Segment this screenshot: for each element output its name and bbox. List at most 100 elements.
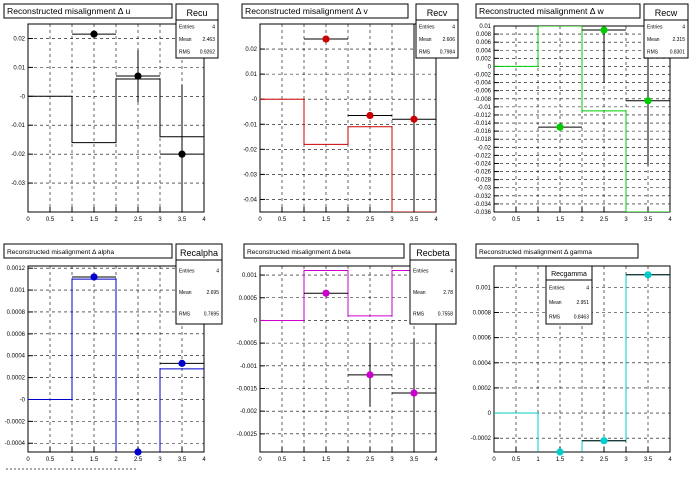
y-tick-label: -0.01: [477, 105, 491, 111]
stats-label: Mean: [647, 37, 660, 43]
stats-name: Recu: [186, 8, 207, 18]
stats-label: Entries: [419, 24, 435, 30]
y-tick-label: -0: [20, 94, 26, 100]
stats-name: Recbeta: [416, 248, 450, 258]
chart-pane-5: 0 0.5 1 1.5 2 2.5 3 3.5 4 0.001 0.0005 0 -0.0005 -0.0…: [237, 243, 457, 463]
stats-value: 0.8301: [670, 50, 686, 56]
stats-name: Recalpha: [180, 248, 218, 258]
chart-title: Reconstructed misalignment Δ w: [479, 6, 604, 16]
data-points: [538, 26, 670, 166]
x-tick-label: 2: [114, 457, 118, 463]
y-tick-label: 0.001: [242, 273, 258, 279]
y-tick-label: 0.006: [476, 40, 492, 46]
y-tick-label: 0.02: [13, 36, 25, 42]
x-tick-label: 3: [158, 457, 162, 463]
data-points: [72, 30, 204, 212]
stats-frame: [175, 3, 219, 59]
data-point: [556, 123, 564, 131]
data-points: [304, 24, 436, 212]
y-tick-label: -0.03: [243, 172, 257, 178]
stats-value: 4: [216, 269, 219, 275]
y-tick-label: -0.0005: [237, 341, 258, 347]
x-tick-label: 3: [624, 217, 628, 223]
stats-frame: [545, 265, 593, 325]
stats-value: 4: [212, 24, 215, 30]
x-tick-label: 0.5: [46, 457, 55, 463]
x-tick-label: 3.5: [178, 457, 187, 463]
y-tick-label: -0.02: [477, 145, 491, 151]
x-tick-label: 1.5: [556, 217, 565, 223]
y-tick-label: -0.02: [243, 147, 257, 153]
x-tick-label: 2.5: [600, 217, 609, 223]
stats-value: 2.695: [206, 290, 219, 296]
y-tick-label: -0.001: [240, 364, 258, 370]
y-tick-label: -0.022: [474, 153, 492, 159]
histogram-line: [28, 278, 204, 452]
y-tick-label: 0.0012: [7, 266, 26, 272]
data-point: [322, 35, 330, 43]
x-tick-label: 4: [202, 217, 206, 223]
x-tick-label: 1.5: [556, 457, 565, 463]
histogram-steps: [494, 26, 670, 212]
stats-label: Entries: [549, 285, 565, 291]
y-tick-label: -0: [252, 97, 258, 103]
x-tick-label: 0.5: [512, 217, 521, 223]
stats-frame: [175, 243, 223, 325]
stats-box: Recw Entries 4 Mean 2.315 RMS 0.8301: [643, 3, 689, 59]
x-tick-label: 1: [536, 457, 540, 463]
y-tick-label: 0: [488, 64, 492, 70]
y-tick-label: 0.001: [10, 288, 26, 294]
y-tick-label: -0.032: [474, 194, 492, 200]
chart-pane-3: 0 0.5 1 1.5 2 2.5 3 3.5 4 0.01 0.008 0.006 0.004 0.00…: [474, 3, 689, 223]
stats-value: 4: [586, 285, 589, 291]
y-tick-label: 0.0008: [7, 310, 26, 316]
x-tick-label: 1.5: [90, 457, 99, 463]
y-tick-label: -0.028: [474, 178, 492, 184]
histogram-steps: [28, 278, 204, 452]
stats-name: Recgamma: [551, 271, 587, 278]
chart-pane-2: 0 0.5 1 1.5 2 2.5 3 3.5 4 0.02 0.01 -0 -0.01 -0.02 -0.…: [241, 3, 459, 223]
y-tick-label: -0.026: [474, 170, 492, 176]
data-point: [90, 30, 98, 38]
data-point: [322, 289, 330, 297]
y-tick-label: 0.0006: [7, 332, 26, 338]
x-tick-label: 3.5: [644, 457, 653, 463]
y-tick-label: 0.0005: [239, 296, 258, 302]
y-tick-label: -0.008: [474, 97, 492, 103]
x-tick-label: 2: [580, 217, 584, 223]
stats-label: RMS: [413, 311, 425, 317]
y-tick-label: -0.0004: [5, 441, 26, 447]
x-tick-label: 0.5: [278, 217, 287, 223]
y-tick-label: -0.03: [11, 181, 25, 187]
x-tick-label: 2: [114, 217, 118, 223]
x-tick-label: 3.5: [410, 457, 419, 463]
x-tick-label: 2.5: [366, 457, 375, 463]
data-point: [366, 371, 374, 379]
y-tick-label: -0.0002: [5, 419, 26, 425]
x-tick-label: 0: [258, 457, 262, 463]
x-tick-label: 3.5: [410, 217, 419, 223]
chart-pane-6: 0 0.5 1 1.5 2 2.5 3 3.5 4 0.001 0.0008 0.0006 0.0004…: [471, 243, 672, 463]
data-point: [178, 150, 186, 158]
x-tick-label: 4: [202, 457, 206, 463]
y-tick-label: -0.014: [474, 121, 492, 127]
y-tick-label: -0.016: [474, 129, 492, 135]
x-tick-label: 2.5: [366, 217, 375, 223]
x-tick-label: 2: [580, 457, 584, 463]
data-points: [538, 271, 670, 456]
x-tick-label: 1: [70, 217, 74, 223]
y-tick-label: 0.0006: [473, 336, 492, 342]
data-point: [644, 97, 652, 105]
y-tick-label: -0.04: [243, 197, 257, 203]
data-point: [134, 448, 142, 456]
y-tick-label: 0.01: [13, 65, 25, 71]
x-tick-label: 0.5: [46, 217, 55, 223]
y-tick-label: -0.02: [11, 152, 25, 158]
y-tick-label: -0.002: [240, 409, 258, 415]
stats-box: Recv Entries 4 Mean 2.606 RMS 0.7984: [415, 3, 459, 59]
y-tick-label: 0.0002: [7, 376, 26, 382]
y-tick-label: 0.0002: [473, 386, 492, 392]
histogram-steps: [260, 98, 436, 212]
y-tick-label: 0: [254, 318, 258, 324]
